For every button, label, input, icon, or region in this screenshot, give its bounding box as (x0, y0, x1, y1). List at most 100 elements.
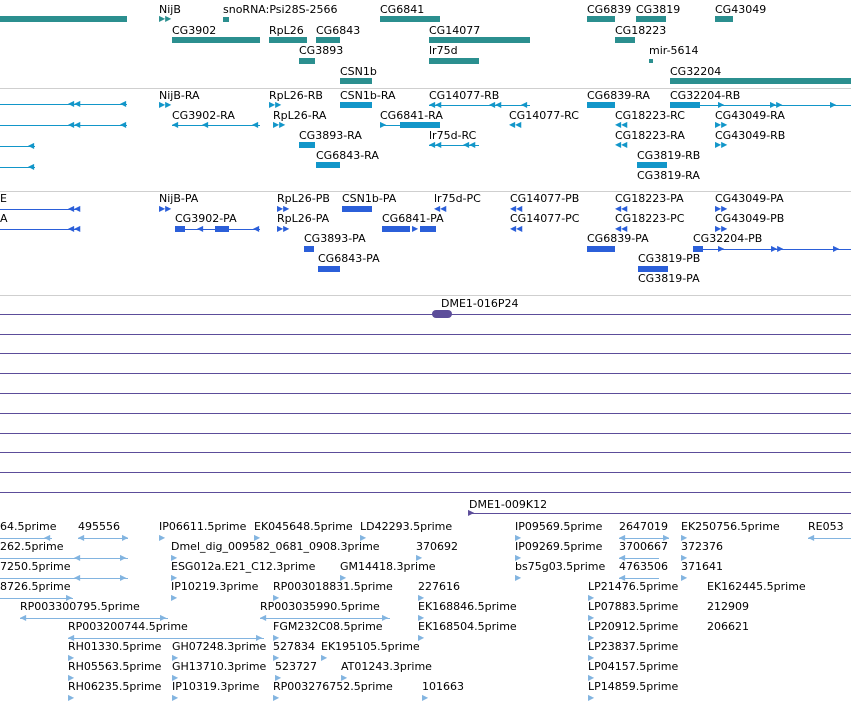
protein-label[interactable]: A (0, 212, 8, 225)
est-label[interactable]: LP20912.5prime (588, 620, 679, 633)
est-label[interactable]: 8726.5prime (0, 580, 71, 593)
transcript-label[interactable]: lr75d-RC (429, 129, 477, 142)
est-label[interactable]: EK162445.5prime (707, 580, 806, 593)
protein-feature[interactable] (342, 206, 372, 212)
protein-feature[interactable]: ▶▶ (277, 204, 290, 213)
est-feature[interactable]: ▶ (171, 553, 178, 562)
est-feature[interactable]: ▶ (588, 653, 595, 662)
est-feature[interactable]: ▶ (171, 573, 178, 582)
transcript-feature[interactable] (340, 102, 372, 108)
est-label[interactable]: 370692 (416, 540, 458, 553)
est-label[interactable]: RH06235.5prime (68, 680, 162, 693)
est-feature[interactable]: ▶ (159, 533, 166, 542)
est-feature[interactable]: ▶ (418, 613, 425, 622)
est-feature[interactable]: ◀ ▶ (260, 613, 390, 622)
est-label[interactable]: AT01243.3prime (341, 660, 432, 673)
gene-label[interactable]: RpL26 (269, 24, 304, 37)
est-label[interactable]: 372376 (681, 540, 723, 553)
est-label[interactable]: LP04157.5prime (588, 660, 679, 673)
est-label[interactable]: GH13710.3prime (172, 660, 267, 673)
protein-label[interactable]: lr75d-PC (434, 192, 481, 205)
transcript-label[interactable]: CG6839-RA (587, 89, 650, 102)
est-label[interactable]: 3700667 (619, 540, 668, 553)
transcript-feature[interactable]: ▶▶ (159, 100, 172, 109)
protein-feature[interactable]: ▶▶ (715, 224, 728, 233)
transcript-feature[interactable] (299, 142, 315, 148)
protein-label[interactable]: CSN1b-PA (342, 192, 397, 205)
est-feature[interactable]: ▶ (515, 553, 522, 562)
gene-label[interactable]: CG14077 (429, 24, 481, 37)
protein-feature[interactable]: ▶▶ (715, 204, 728, 213)
est-label[interactable]: IP10219.3prime (171, 580, 259, 593)
est-feature[interactable]: ◀ ▶ (68, 633, 264, 642)
protein-feature[interactable] (318, 266, 340, 272)
est-label[interactable]: 212909 (707, 600, 749, 613)
protein-feature[interactable]: ▶▶ (277, 224, 290, 233)
protein-label[interactable]: CG32204-PB (693, 232, 763, 245)
est-label[interactable]: RP003200744.5prime (68, 620, 188, 633)
bac-line[interactable] (0, 433, 851, 434)
est-feature[interactable]: ◀ (808, 534, 851, 542)
bac-line[interactable] (0, 373, 851, 374)
protein-label[interactable]: CG3819-PA (638, 272, 700, 285)
est-label[interactable]: EK045648.5prime (254, 520, 353, 533)
bac-label[interactable]: DME1-016P24 (441, 297, 519, 310)
protein-label[interactable]: CG6839-PA (587, 232, 649, 245)
protein-label[interactable]: RpL26-PB (277, 192, 330, 205)
est-feature[interactable]: ◀ ▶ (0, 554, 128, 562)
gene-feature[interactable] (269, 37, 307, 43)
est-feature[interactable]: ▶ (588, 673, 595, 682)
transcript-feature[interactable]: ▶▶ (715, 140, 728, 149)
protein-label[interactable]: NijB-PA (159, 192, 199, 205)
gene-label[interactable]: CG32204 (670, 65, 722, 78)
transcript-feature[interactable]: ◀◀ (615, 120, 628, 129)
est-feature[interactable]: ◀ (0, 534, 52, 542)
gene-label[interactable]: CG6841 (380, 3, 425, 16)
est-feature[interactable]: ▶ (515, 533, 522, 542)
protein-label[interactable]: CG3902-PA (175, 212, 237, 225)
transcript-label[interactable]: CG14077-RB (429, 89, 500, 102)
est-feature[interactable]: ▶ (273, 593, 280, 602)
est-label[interactable]: 7250.5prime (0, 560, 71, 573)
est-feature[interactable]: ▶ (418, 593, 425, 602)
gene-label[interactable]: CSN1b (340, 65, 377, 78)
est-label[interactable]: 101663 (422, 680, 464, 693)
est-label[interactable]: LD42293.5prime (360, 520, 453, 533)
est-feature[interactable]: ▶ (68, 673, 75, 682)
est-label[interactable]: LP14859.5prime (588, 680, 679, 693)
gene-label[interactable]: CG6843 (316, 24, 361, 37)
est-label[interactable]: EK168846.5prime (418, 600, 517, 613)
transcript-label[interactable]: CG3819-RB (637, 149, 701, 162)
transcript-label[interactable]: CG43049-RA (715, 109, 785, 122)
transcript-label[interactable]: RpL26-RA (273, 109, 327, 122)
est-feature[interactable]: ▶ (681, 533, 688, 542)
transcript-feature[interactable]: ▶ ▶▶ ▶ (670, 101, 851, 109)
transcript-feature[interactable]: ▶▶ (715, 120, 728, 129)
bac-line[interactable] (0, 492, 851, 493)
gene-feature[interactable] (223, 17, 229, 22)
gene-feature[interactable] (649, 59, 653, 63)
est-label[interactable]: bs75g03.5prime (515, 560, 606, 573)
protein-feature[interactable]: ▶▶ (159, 204, 172, 213)
protein-label[interactable]: E (0, 192, 7, 205)
gene-feature[interactable] (299, 58, 315, 64)
est-label[interactable]: RH01330.5prime (68, 640, 162, 653)
est-feature[interactable]: ▶ (418, 633, 425, 642)
est-label[interactable]: 523727 (275, 660, 317, 673)
protein-label[interactable]: CG14077-PB (510, 192, 580, 205)
est-feature[interactable]: ▶ (341, 673, 348, 682)
est-feature[interactable]: ▶ (340, 573, 347, 582)
est-feature[interactable]: ▶ (681, 573, 688, 582)
est-feature[interactable]: ▶ (681, 553, 688, 562)
transcript-feature[interactable]: ◀◀ (509, 120, 522, 129)
gene-label[interactable]: CG18223 (615, 24, 667, 37)
transcript-feature[interactable]: ◀◀ (615, 140, 628, 149)
bac-line[interactable] (0, 413, 851, 414)
est-feature[interactable]: ▶ (171, 593, 178, 602)
est-feature[interactable]: ◀ ▶ (619, 533, 670, 542)
est-label[interactable]: EK250756.5prime (681, 520, 780, 533)
est-label[interactable]: LP21476.5prime (588, 580, 679, 593)
gene-label[interactable]: mir-5614 (649, 44, 699, 57)
gene-label[interactable]: CG3893 (299, 44, 344, 57)
est-label[interactable]: RH05563.5prime (68, 660, 162, 673)
